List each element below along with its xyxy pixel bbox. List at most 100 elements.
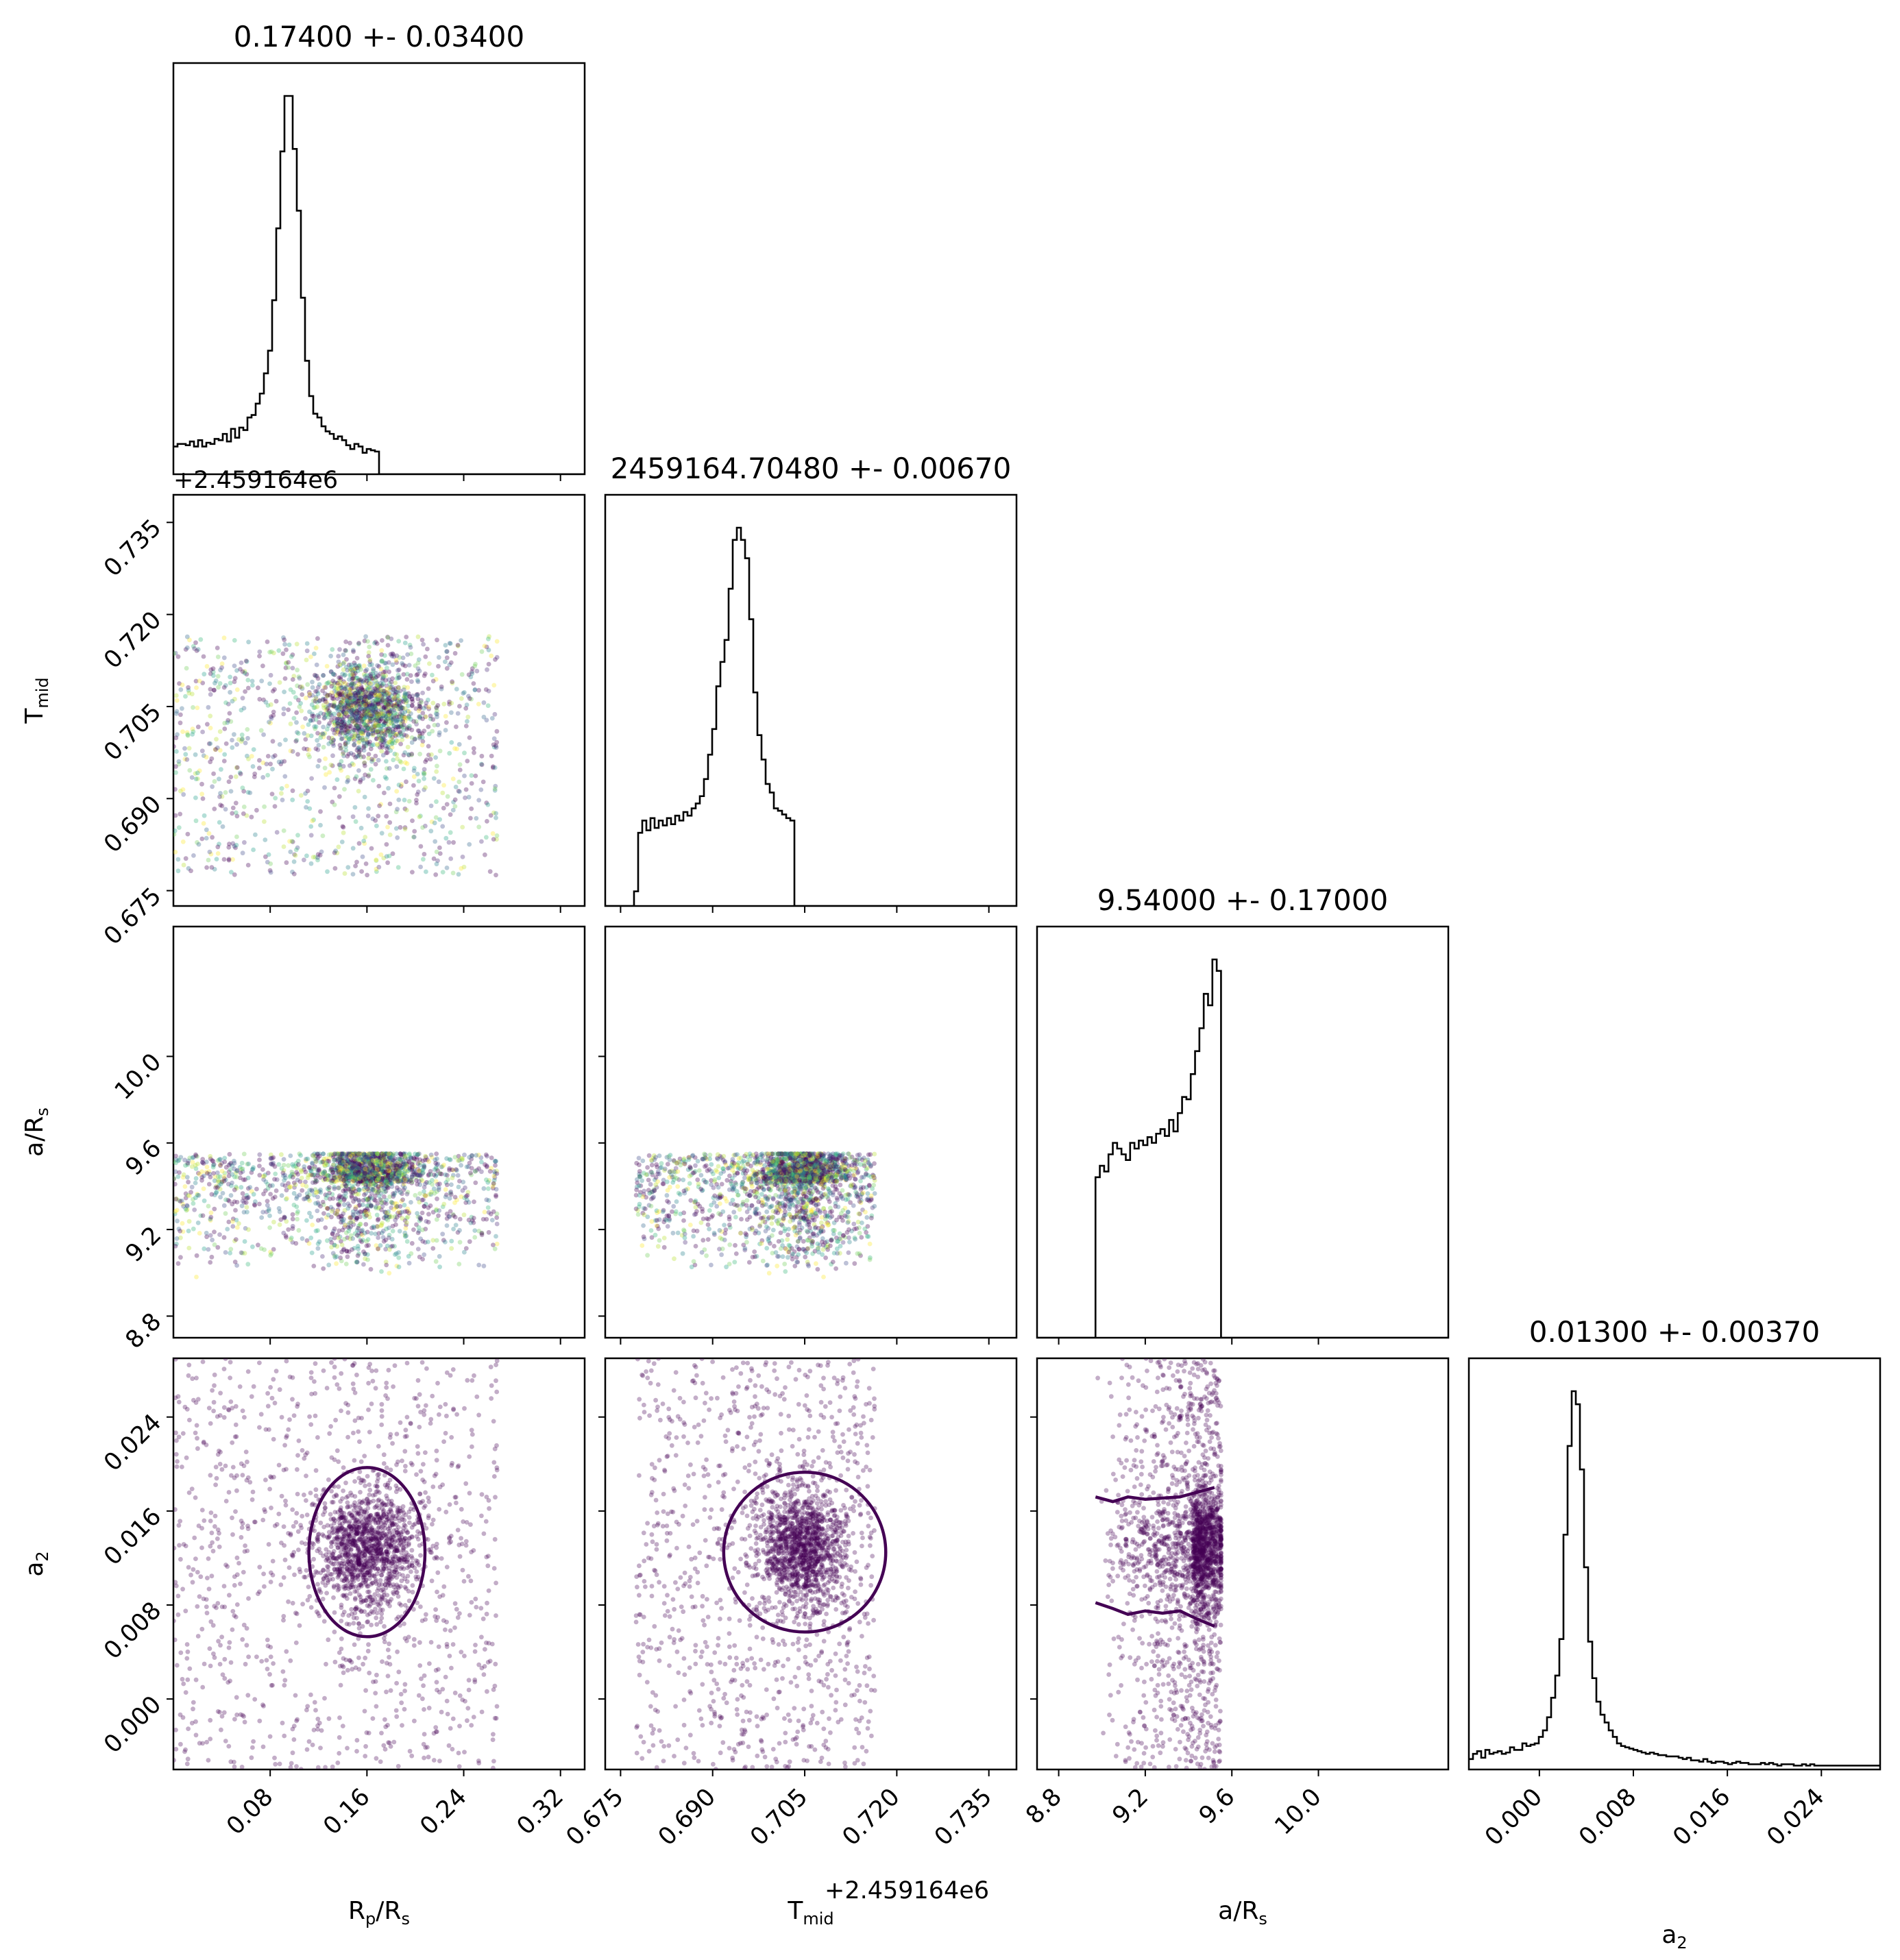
scatter-point [353,717,358,722]
scatter-point [323,1172,328,1177]
scatter-point [404,695,409,700]
scatter-point [818,1153,823,1158]
scatter-point [372,1160,378,1164]
scatter-point [402,1155,408,1160]
scatter-point [635,1212,641,1217]
scatter-point [266,1208,271,1213]
scatter-point [481,1263,487,1269]
scatter-point [389,736,394,742]
scatter-point [360,687,365,692]
scatter-point [367,662,373,667]
scatter-point [816,1168,821,1173]
scatter-point [374,1190,379,1195]
scatter-point [379,1161,385,1166]
scatter-point [779,1155,784,1160]
scatter-point [175,868,181,874]
scatter-point [208,726,213,731]
scatter-point [352,709,357,714]
scatter-point [242,670,247,676]
scatter-point [353,1181,358,1186]
scatter-point [362,1171,367,1176]
scatter-point [444,1223,450,1228]
scatter-point [450,1168,456,1173]
scatter-point [371,1181,376,1186]
scatter-point [347,719,352,724]
scatter-point [412,829,417,834]
scatter-point [722,1237,727,1242]
scatter-point [790,1178,795,1184]
scatter-point [403,1163,409,1168]
scatter-point [237,770,243,775]
scatter-point [372,704,376,709]
scatter-point [345,693,351,698]
scatter-point [382,691,388,697]
scatter-point [320,731,325,736]
scatter-point [375,743,380,748]
scatter-point [335,705,341,709]
scatter-point [335,1177,341,1182]
scatter-point [789,1175,794,1179]
scatter-point [417,1173,422,1178]
scatter-point [411,768,417,773]
scatter-point [374,736,379,742]
scatter-point [339,720,345,724]
scatter-point [374,678,378,683]
scatter-point [173,1209,178,1214]
scatter-point [402,1185,407,1190]
scatter-point [345,1235,350,1240]
scatter-point [330,1154,336,1160]
scatter-point [412,765,417,771]
scatter-point [369,727,374,732]
scatter-point [409,740,415,745]
scatter-point [783,1166,788,1171]
scatter-point [356,1151,361,1156]
scatter-point [414,800,419,806]
scatter-point [390,729,395,735]
scatter-point [215,1174,221,1179]
scatter-point [361,1166,366,1171]
scatter-point [847,1151,851,1156]
scatter-point [444,1173,450,1178]
scatter-point [386,1168,391,1173]
scatter-point [306,1165,312,1170]
scatter-point [363,668,368,674]
scatter-point [321,1174,327,1179]
scatter-point [402,1155,408,1161]
scatter-point [339,1165,344,1171]
scatter-point [341,1169,347,1175]
scatter-point [328,1166,334,1172]
scatter-point [401,766,406,772]
scatter-point [339,1173,344,1177]
scatter-point [419,731,425,736]
scatter-point [395,685,401,690]
scatter-point [178,687,184,692]
scatter-point [473,1180,478,1186]
scatter-point [411,1155,417,1160]
scatter-point [486,661,491,667]
scatter-point [394,764,400,769]
scatter-point [356,726,361,731]
scatter-point [234,1186,239,1191]
scatter-point [332,721,338,726]
scatter-point [354,774,359,779]
scatter-point [336,1168,341,1173]
scatter-point [362,1160,367,1165]
scatter-point [831,1232,836,1236]
scatter-point [335,1232,340,1238]
scatter-point [350,1174,356,1179]
scatter-point [208,1233,213,1238]
scatter-point [406,752,411,757]
scatter-point [361,776,366,781]
scatter-point [494,816,498,820]
scatter-point [207,1171,212,1177]
scatter-point [363,1160,367,1165]
scatter-point [310,1153,315,1158]
scatter-point [239,732,245,737]
scatter-point [356,698,361,704]
scatter-point [369,702,374,708]
scatter-point [796,1179,801,1185]
scatter-point [395,1175,401,1180]
scatter-point [641,1223,646,1228]
scatter-point [379,716,384,721]
scatter-point [382,1180,387,1186]
